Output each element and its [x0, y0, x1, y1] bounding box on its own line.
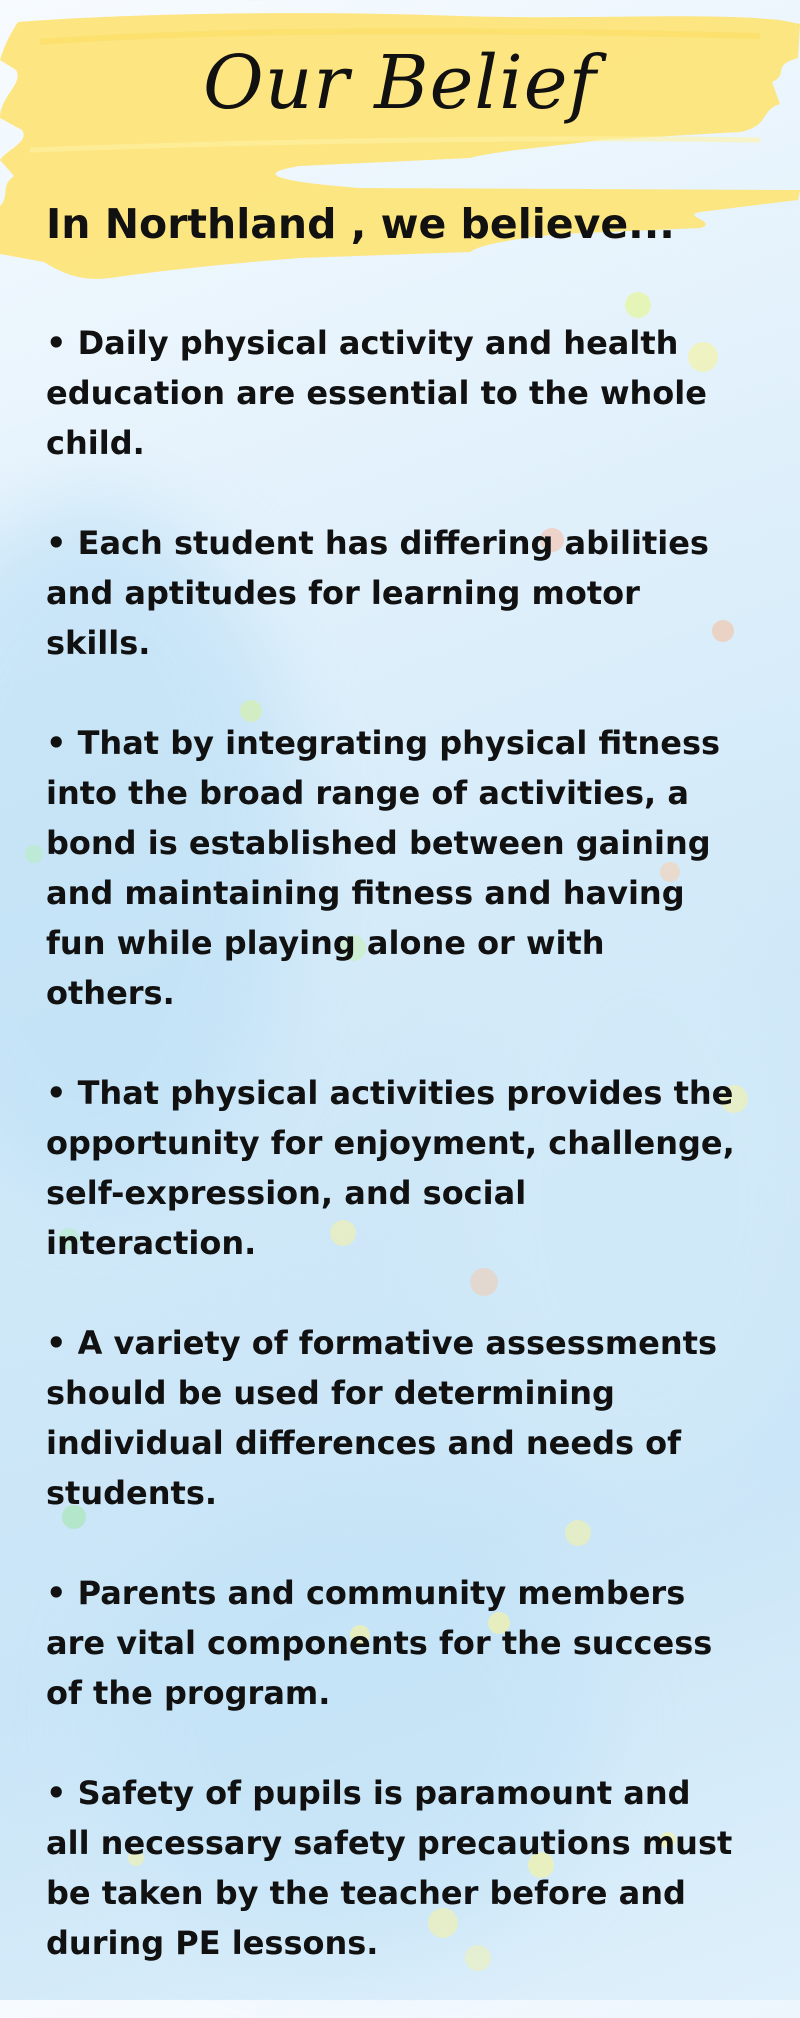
yellow-brush-banner: [0, 13, 800, 279]
belief-item: • Each student has differing abilities a…: [46, 524, 709, 662]
belief-item: • Safety of pupils is paramount and all …: [46, 1774, 733, 1962]
belief-item: • Parents and community members are vita…: [46, 1574, 713, 1712]
belief-list: • Daily physical activity and health edu…: [46, 318, 736, 2018]
belief-item: • That physical activities provides the …: [46, 1074, 735, 1262]
page-title: Our Belief: [203, 40, 597, 126]
belief-headline: In Northland , we believe...: [46, 200, 675, 248]
belief-item: • That by integrating physical fitness i…: [46, 724, 721, 1012]
belief-item: • A variety of formative assessments sho…: [46, 1324, 717, 1512]
belief-item: • Daily physical activity and health edu…: [46, 324, 707, 462]
